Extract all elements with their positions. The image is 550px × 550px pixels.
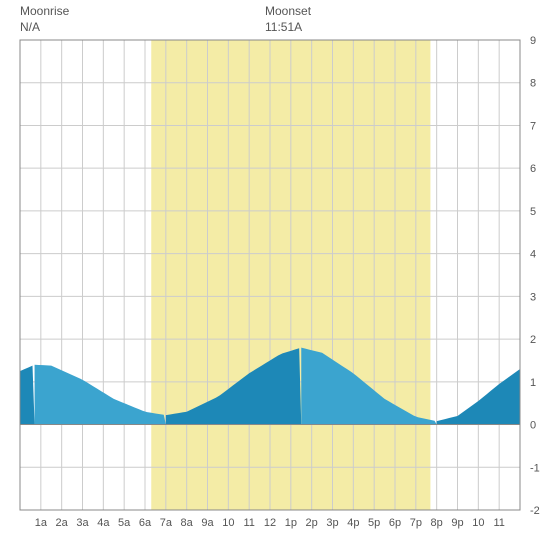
y-tick-label: 7 bbox=[530, 120, 536, 132]
x-tick-label: 2p bbox=[306, 517, 318, 529]
y-tick-label: 5 bbox=[530, 206, 536, 218]
x-tick-label: 10 bbox=[472, 517, 484, 529]
x-tick-label: 7a bbox=[160, 517, 173, 529]
x-tick-label: 8p bbox=[431, 517, 443, 529]
moonset-label: Moonset bbox=[265, 4, 311, 20]
x-tick-label: 10 bbox=[222, 517, 234, 529]
moonset-block: Moonset 11:51A bbox=[265, 4, 311, 35]
x-tick-label: 2a bbox=[56, 517, 69, 529]
y-tick-label: 8 bbox=[530, 78, 536, 90]
y-tick-label: 3 bbox=[530, 291, 536, 303]
y-tick-label: 4 bbox=[530, 249, 536, 261]
x-tick-label: 5a bbox=[118, 517, 131, 529]
y-tick-label: -2 bbox=[530, 505, 540, 517]
x-tick-label: 4a bbox=[97, 517, 110, 529]
x-tick-label: 8a bbox=[181, 517, 194, 529]
x-tick-label: 11 bbox=[493, 517, 504, 529]
x-tick-label: 12 bbox=[264, 517, 276, 529]
x-tick-label: 1p bbox=[285, 517, 297, 529]
x-tick-label: 9p bbox=[451, 517, 463, 529]
x-tick-label: 1a bbox=[35, 517, 48, 529]
x-tick-label: 11 bbox=[243, 517, 254, 529]
y-tick-label: 1 bbox=[530, 377, 536, 389]
y-tick-label: -1 bbox=[530, 462, 540, 474]
x-tick-label: 4p bbox=[347, 517, 359, 529]
x-tick-label: 6p bbox=[389, 517, 401, 529]
moonrise-value: N/A bbox=[20, 20, 69, 36]
x-tick-label: 9a bbox=[201, 517, 214, 529]
y-tick-label: 9 bbox=[530, 35, 536, 47]
x-tick-label: 3p bbox=[326, 517, 338, 529]
y-tick-label: 6 bbox=[530, 163, 536, 175]
x-tick-label: 3a bbox=[76, 517, 89, 529]
x-tick-label: 5p bbox=[368, 517, 380, 529]
x-tick-label: 6a bbox=[139, 517, 152, 529]
moonrise-block: Moonrise N/A bbox=[20, 4, 69, 35]
moonrise-label: Moonrise bbox=[20, 4, 69, 20]
moonset-value: 11:51A bbox=[265, 20, 311, 36]
x-tick-label: 7p bbox=[410, 517, 422, 529]
tide-chart: 1a2a3a4a5a6a7a8a9a1011121p2p3p4p5p6p7p8p… bbox=[0, 0, 550, 550]
tide-chart-container: Moonrise N/A Moonset 11:51A 1a 2a 3a 4a 5a 6a… bbox=[0, 0, 550, 550]
tide-area bbox=[20, 366, 35, 425]
y-tick-label: 2 bbox=[530, 334, 536, 346]
y-tick-label: 0 bbox=[530, 420, 536, 432]
